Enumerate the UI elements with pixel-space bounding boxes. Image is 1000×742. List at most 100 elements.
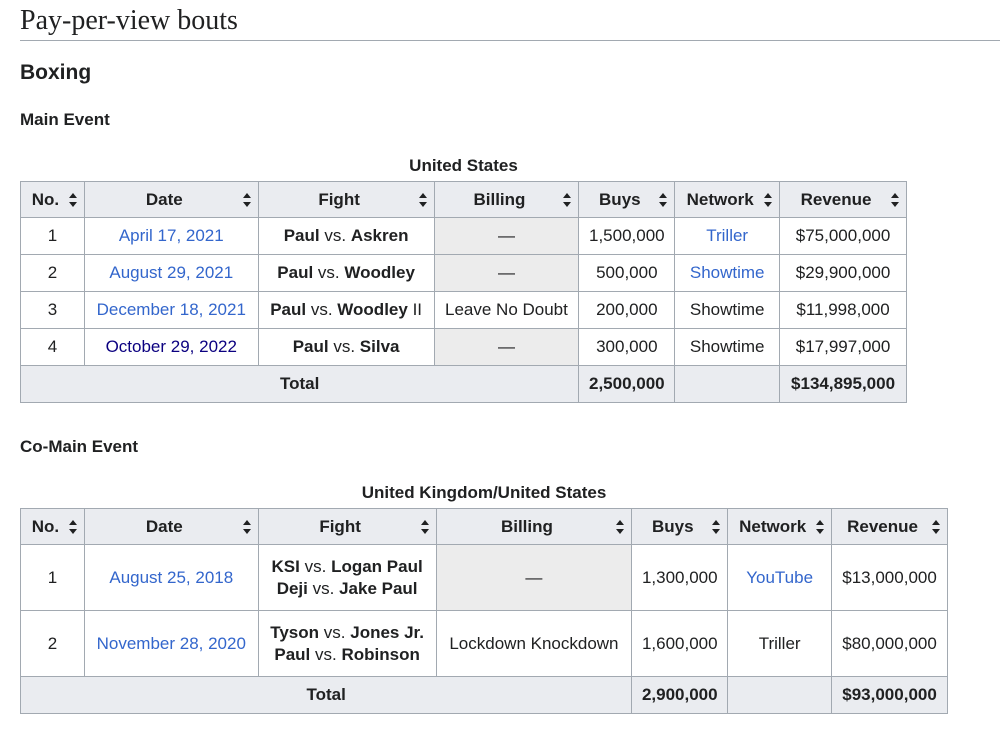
cell-buys: 1,600,000	[631, 610, 729, 677]
main-event-table: No. Date Fight Billing Buys Network Reve…	[19, 181, 907, 403]
table-row: 3 December 18, 2021 Paul vs. Woodley II …	[20, 291, 907, 329]
total-row: Total 2,500,000 $134,895,000	[19, 365, 907, 403]
cell-fight: Paul vs. Askren	[257, 217, 435, 255]
co-main-event-table: No. Date Fight Billing Buys Network Reve…	[19, 508, 948, 714]
total-label: Total	[19, 365, 580, 403]
column-header-network[interactable]: Network	[727, 508, 833, 545]
section-title: Pay-per-view bouts	[20, 2, 1000, 41]
table-row: 4 October 29, 2022 Paul vs. Silva — 300,…	[20, 328, 907, 366]
sort-icon[interactable]	[420, 519, 429, 534]
cell-buys: 1,500,000	[578, 217, 676, 255]
sort-icon[interactable]	[563, 192, 572, 207]
cell-billing: —	[433, 328, 580, 366]
column-header-billing[interactable]: Billing	[433, 181, 580, 218]
cell-network: YouTube	[727, 544, 833, 611]
cell-fight: Paul vs. Silva	[257, 328, 435, 366]
cell-revenue: $75,000,000	[779, 217, 907, 255]
sort-icon[interactable]	[68, 192, 77, 207]
total-network-empty	[727, 676, 833, 714]
cell-date: August 29, 2021	[83, 254, 259, 292]
cell-revenue: $80,000,000	[831, 610, 948, 677]
column-header-revenue[interactable]: Revenue	[779, 181, 907, 218]
network-link[interactable]: YouTube	[746, 567, 814, 587]
table-header-row: No. Date Fight Billing Buys Network Reve…	[20, 508, 948, 545]
cell-revenue: $29,900,000	[779, 254, 907, 292]
cell-no: 3	[20, 291, 85, 329]
fight-line: Deji vs. Jake Paul	[276, 578, 418, 598]
sort-icon[interactable]	[932, 519, 940, 534]
fight-line: Tyson vs. Jones Jr.	[270, 622, 424, 642]
fighter-name: Woodley	[337, 300, 408, 319]
cell-billing: —	[433, 217, 580, 255]
table-row: 1 April 17, 2021 Paul vs. Askren — 1,500…	[20, 217, 907, 255]
sort-icon[interactable]	[616, 519, 625, 534]
column-header-fight[interactable]: Fight	[257, 508, 437, 545]
column-header-buys[interactable]: Buys	[631, 508, 729, 545]
cell-no: 1	[20, 217, 85, 255]
sort-icon[interactable]	[242, 192, 251, 207]
sort-icon[interactable]	[242, 519, 251, 534]
cell-fight: KSI vs. Logan Paul Deji vs. Jake Paul	[257, 544, 437, 611]
fight-line: KSI vs. Logan Paul	[271, 556, 423, 576]
fighter-name: Paul	[270, 300, 307, 319]
fighter-name: Silva	[359, 337, 400, 356]
cell-fight: Paul vs. Woodley II	[257, 291, 435, 329]
sort-icon[interactable]	[68, 519, 77, 534]
total-revenue: $93,000,000	[831, 676, 948, 714]
column-header-date[interactable]: Date	[83, 181, 259, 218]
co-main-event-caption: United Kingdom/United States	[361, 483, 607, 502]
date-link[interactable]: April 17, 2021	[118, 226, 224, 245]
fighter-name: Askren	[350, 226, 409, 245]
column-header-buys[interactable]: Buys	[578, 181, 676, 218]
total-revenue: $134,895,000	[779, 365, 907, 403]
column-header-fight[interactable]: Fight	[257, 181, 435, 218]
column-header-date[interactable]: Date	[83, 508, 259, 545]
date-link[interactable]: October 29, 2022	[105, 337, 237, 356]
table-row: 2 August 29, 2021 Paul vs. Woodley — 500…	[20, 254, 907, 292]
fighter-name: Paul	[283, 226, 320, 245]
cell-network: Showtime	[674, 291, 781, 329]
cell-fight: Paul vs. Woodley	[257, 254, 435, 292]
cell-date: October 29, 2022	[83, 328, 259, 366]
cell-fight: Tyson vs. Jones Jr. Paul vs. Robinson	[257, 610, 437, 677]
column-header-no[interactable]: No.	[20, 508, 85, 545]
sort-icon[interactable]	[764, 192, 773, 207]
sort-icon[interactable]	[659, 192, 668, 207]
main-event-caption: United States	[409, 156, 518, 175]
cell-no: 2	[20, 254, 85, 292]
table-row: 2 November 28, 2020 Tyson vs. Jones Jr. …	[20, 610, 948, 677]
cell-buys: 200,000	[578, 291, 676, 329]
total-network-empty	[674, 365, 781, 403]
date-link[interactable]: August 25, 2018	[109, 567, 234, 587]
date-link[interactable]: December 18, 2021	[96, 300, 246, 319]
main-event-heading: Main Event	[20, 110, 110, 129]
cell-network: Triller	[727, 610, 833, 677]
fighter-name: Paul	[277, 263, 314, 282]
column-header-no[interactable]: No.	[20, 181, 85, 218]
sort-icon[interactable]	[418, 192, 427, 207]
column-header-revenue[interactable]: Revenue	[831, 508, 948, 545]
sort-icon[interactable]	[712, 519, 721, 534]
date-link[interactable]: November 28, 2020	[96, 633, 246, 653]
network-link[interactable]: Triller	[706, 226, 749, 245]
cell-buys: 500,000	[578, 254, 676, 292]
total-buys: 2,900,000	[631, 676, 729, 714]
cell-network: Showtime	[674, 254, 781, 292]
total-row: Total 2,900,000 $93,000,000	[19, 676, 948, 714]
sort-icon[interactable]	[816, 519, 825, 534]
fighter-name: Woodley	[344, 263, 415, 282]
column-header-network[interactable]: Network	[674, 181, 781, 218]
cell-billing: Leave No Doubt	[433, 291, 580, 329]
column-header-billing[interactable]: Billing	[435, 508, 633, 545]
cell-revenue: $17,997,000	[779, 328, 907, 366]
date-link[interactable]: August 29, 2021	[109, 263, 234, 282]
fight-line: Paul vs. Robinson	[274, 644, 420, 664]
cell-billing: —	[433, 254, 580, 292]
fighter-name: Paul	[292, 337, 329, 356]
cell-revenue: $11,998,000	[779, 291, 907, 329]
cell-revenue: $13,000,000	[831, 544, 948, 611]
network-link[interactable]: Showtime	[689, 263, 765, 282]
cell-buys: 1,300,000	[631, 544, 729, 611]
total-buys: 2,500,000	[578, 365, 676, 403]
sort-icon[interactable]	[891, 192, 899, 207]
